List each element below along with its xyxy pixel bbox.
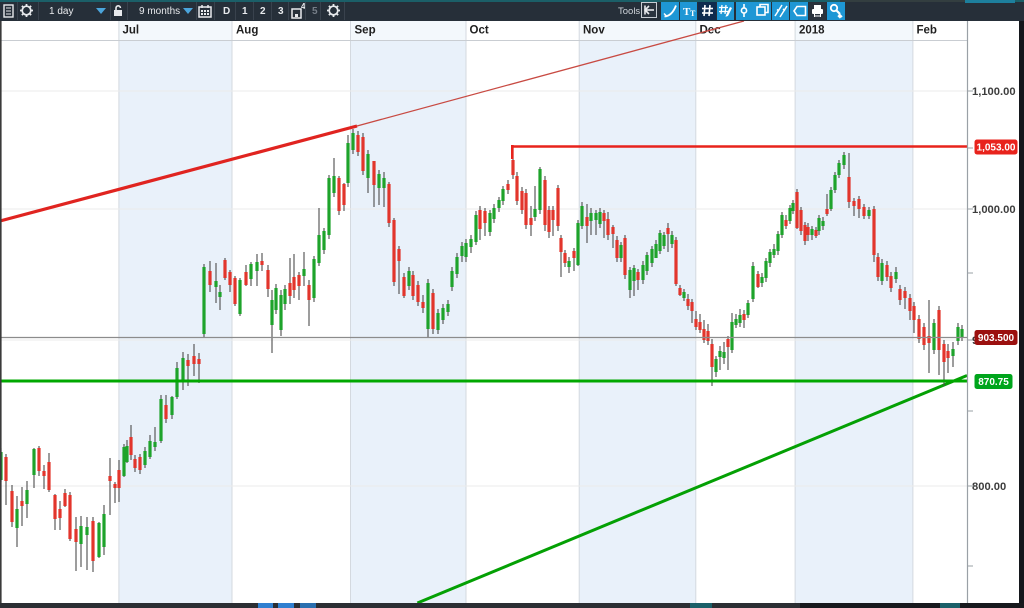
svg-text:4: 4 xyxy=(301,3,305,11)
svg-text:1,000.00: 1,000.00 xyxy=(972,204,1016,216)
svg-text:870.75: 870.75 xyxy=(978,377,1009,388)
svg-text:1,053.00: 1,053.00 xyxy=(977,143,1016,154)
svg-text:T: T xyxy=(690,9,696,18)
svg-text:Sep: Sep xyxy=(355,25,376,37)
svg-text:903.500: 903.500 xyxy=(978,333,1015,344)
svg-text:Oct: Oct xyxy=(470,25,489,37)
svg-text:T: T xyxy=(683,6,691,18)
svg-text:800.00: 800.00 xyxy=(972,481,1006,493)
svg-text:Nov: Nov xyxy=(583,25,605,37)
svg-text:2018: 2018 xyxy=(799,25,825,37)
svg-text:Feb: Feb xyxy=(917,25,937,37)
svg-text:Aug: Aug xyxy=(236,25,258,37)
svg-text:1,100.00: 1,100.00 xyxy=(972,86,1016,98)
svg-text:Jul: Jul xyxy=(123,25,140,37)
